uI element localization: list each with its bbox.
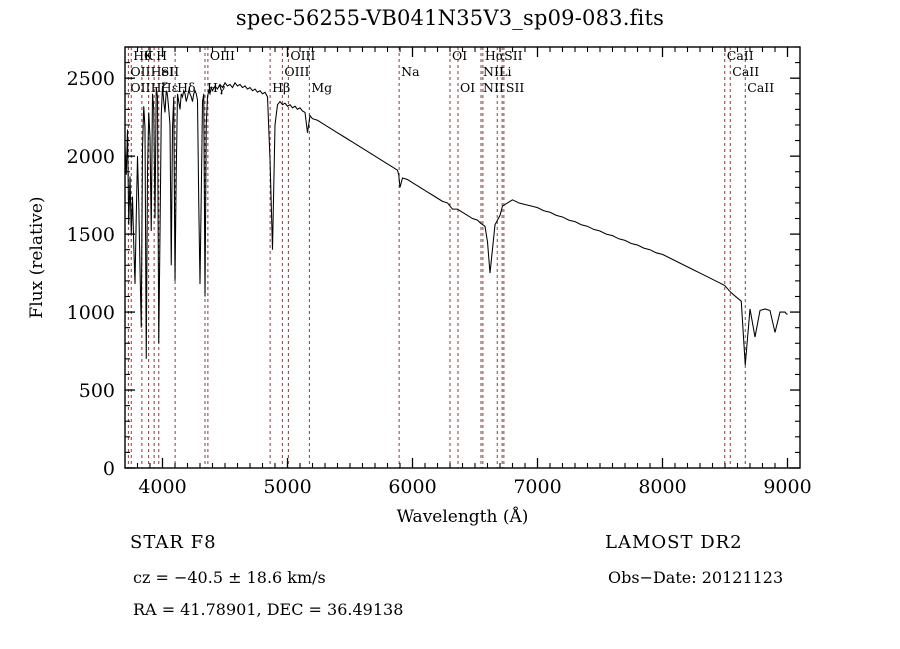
- spectral-line-label: Hβ: [272, 80, 290, 95]
- spectral-line-label: OII: [130, 80, 150, 95]
- spectral-line-label: Hε: [161, 80, 178, 95]
- x-axis-title: Wavelength (Å): [397, 506, 529, 527]
- axis-label-layer: 4000 5000 6000 7000 8000 9000 0 500 1000 1500 2000…: [27, 68, 812, 527]
- spectral-line-label: NII: [483, 80, 504, 95]
- spectral-line-label: SII: [161, 64, 180, 79]
- plot-frame: [124, 46, 801, 469]
- survey-name-text: LAMOST DR2: [605, 532, 743, 553]
- object-class-text: STAR F8: [130, 532, 217, 553]
- spectrum-trace: [124, 81, 788, 366]
- spectral-line-label: CaII: [727, 48, 754, 63]
- y-tick-label: 2500: [67, 68, 115, 90]
- spectral-line-label: SII: [506, 80, 525, 95]
- y-axis-title: Flux (relative): [27, 196, 47, 318]
- y-tick-label: 0: [103, 458, 115, 480]
- spectral-line-label: NII: [483, 64, 504, 79]
- y-tick-label: 1500: [67, 224, 115, 246]
- spectral-line-label: OIII: [284, 64, 309, 79]
- spectral-line-label: OI: [452, 48, 467, 63]
- redshift-velocity-text: cz = −40.5 ± 18.6 km/s: [133, 568, 326, 587]
- spectral-line-label: OI: [460, 80, 475, 95]
- x-tick-label: 9000: [763, 476, 811, 498]
- coordinates-text: RA = 41.78901, DEC = 36.49138: [133, 600, 404, 619]
- spectral-line-label: HeI: [151, 64, 174, 79]
- spectral-line-label: SII: [504, 48, 523, 63]
- spectral-line-label: Hα: [485, 48, 505, 63]
- spectral-line-label: OIII: [210, 48, 235, 63]
- x-tick-label: 8000: [638, 476, 686, 498]
- spectral-line-label: H: [156, 48, 167, 63]
- x-tick-label: 5000: [263, 476, 311, 498]
- x-tick-label: 4000: [138, 476, 186, 498]
- observation-date-text: Obs−Date: 20121123: [608, 568, 784, 587]
- spectral-line-label: Hζ: [151, 80, 169, 95]
- x-tick-label: 7000: [513, 476, 561, 498]
- spectral-line-label: Li: [499, 64, 511, 79]
- spectral-line-label: Mg: [311, 80, 332, 95]
- page-title: spec-56255-VB041N35V3_sp09-083.fits: [235, 6, 665, 30]
- spectral-line-label: CaII: [747, 80, 774, 95]
- spectral-line-label: Na: [401, 64, 420, 79]
- line-marker-layer: [127, 47, 746, 468]
- spectral-line-label: CaII: [732, 64, 759, 79]
- y-tick-label: 2000: [67, 146, 115, 168]
- spectral-line-label: K: [144, 48, 154, 63]
- spectrum-trace-layer: [124, 81, 788, 366]
- spectral-line-label: Hθ: [133, 48, 151, 63]
- spectral-line-label: Hδ: [177, 80, 195, 95]
- y-tick-label: 500: [79, 380, 115, 402]
- axis-layer: [124, 46, 801, 469]
- spectral-line-label: OII: [130, 64, 150, 79]
- spectral-line-label: OIII: [290, 48, 315, 63]
- x-tick-label: 6000: [388, 476, 436, 498]
- spectral-line-label: Hγ: [207, 80, 225, 95]
- y-tick-label: 1000: [67, 302, 115, 324]
